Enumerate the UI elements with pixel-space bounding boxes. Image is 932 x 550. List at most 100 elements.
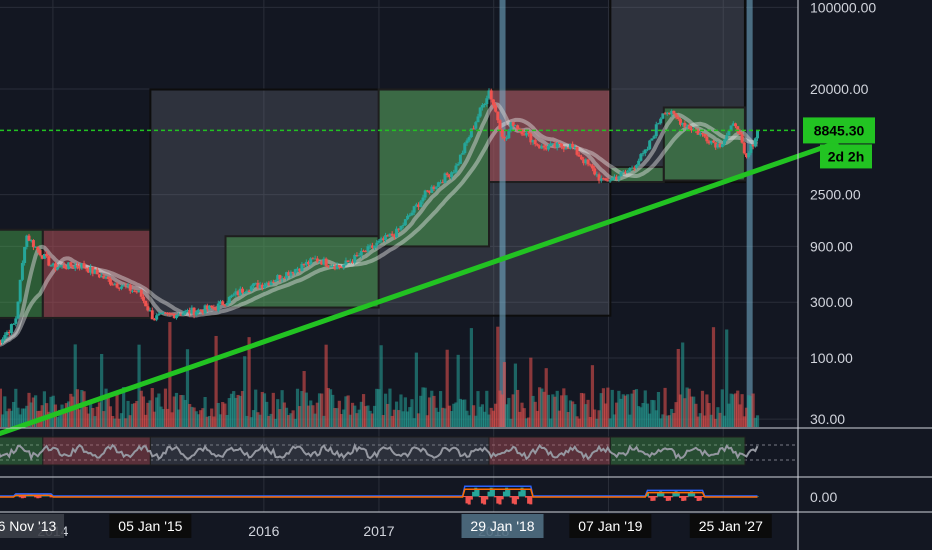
candle-body: [155, 315, 159, 320]
candle-body: [670, 110, 674, 115]
candle-body: [511, 122, 515, 126]
candle-body: [423, 190, 427, 198]
volume-bar: [401, 411, 405, 427]
candle-body: [126, 284, 130, 287]
candle-body: [696, 130, 700, 135]
candle-body: [727, 130, 731, 136]
candle-body: [287, 272, 291, 276]
volume-bar: [282, 402, 286, 427]
volume-bar: [412, 418, 416, 427]
volume-bar: [95, 406, 99, 427]
candle-body: [245, 290, 249, 293]
candle-body: [491, 99, 495, 106]
date-marker-label: 29 Jan '18: [470, 518, 534, 534]
volume-bar: [188, 403, 192, 427]
candle-body: [740, 134, 744, 143]
volume-bar: [337, 400, 341, 427]
trendline[interactable]: [0, 139, 839, 437]
volume-bar: [729, 393, 733, 427]
candle-body: [568, 143, 572, 149]
candle-body: [551, 143, 555, 145]
volume-bar: [456, 354, 460, 427]
date-marker-label: 07 Jan '19: [578, 518, 642, 534]
macd-histogram-bar: [652, 496, 656, 501]
volume-bar: [397, 410, 401, 427]
candle-body: [617, 176, 621, 180]
volume-bar: [159, 406, 163, 427]
volume-bar: [366, 405, 370, 427]
volume-bar: [29, 402, 33, 427]
volume-bar: [590, 365, 595, 427]
volume-bar: [302, 371, 306, 427]
volume-bar: [104, 388, 108, 427]
volume-bar: [106, 395, 110, 427]
volume-bar: [23, 408, 27, 427]
x-tick-label: 2017: [363, 523, 394, 539]
candle-body: [181, 313, 185, 316]
volume-bar: [399, 394, 403, 427]
volume-bar: [18, 414, 22, 427]
candle-body: [432, 186, 436, 189]
candle-body: [709, 140, 713, 144]
volume-bar: [335, 408, 339, 427]
volume-bar: [185, 349, 190, 427]
volume-bar: [124, 418, 128, 427]
volume-bar: [199, 410, 203, 427]
candle-body: [111, 284, 115, 286]
candle-body: [340, 267, 344, 269]
support-trendline: [0, 139, 839, 437]
candle-body: [337, 265, 341, 268]
candle-body: [665, 112, 669, 114]
volume-bar: [408, 407, 412, 427]
volume-bar: [311, 405, 315, 427]
volume-bar: [654, 410, 658, 427]
candle-body: [377, 240, 381, 243]
volume-bar: [597, 410, 601, 427]
candle-body: [683, 122, 687, 128]
candle-body: [458, 154, 462, 164]
candle-body: [223, 304, 227, 306]
candle-body: [436, 182, 440, 187]
candle-body: [700, 133, 704, 135]
volume-bar: [744, 407, 749, 427]
volume-bar: [458, 398, 462, 427]
volume-bar: [284, 407, 289, 427]
candle-body: [298, 268, 302, 272]
candle-body: [621, 171, 625, 173]
candle-body: [18, 279, 22, 302]
candle-body: [582, 159, 586, 164]
volume-bar: [637, 406, 641, 427]
candle-body: [102, 275, 106, 279]
candle-body: [333, 266, 337, 270]
volume-bar: [113, 418, 117, 427]
volume-bar: [289, 413, 293, 427]
price-tag: [803, 117, 875, 144]
volume-bar: [71, 396, 75, 427]
volume-bar: [700, 390, 705, 427]
volume-bar: [661, 414, 665, 427]
volume-bar: [177, 409, 181, 427]
volume-bars: [0, 322, 760, 427]
candle-body: [577, 154, 581, 157]
volume-bar: [381, 415, 385, 427]
candle-body: [40, 255, 44, 259]
volume-bar: [645, 403, 650, 427]
candle-body: [546, 146, 550, 150]
volume-bar: [388, 388, 392, 427]
candle-body: [73, 265, 77, 269]
volume-bar: [560, 395, 564, 427]
candle-body: [58, 266, 62, 268]
candle-body: [95, 269, 99, 275]
volume-bar: [304, 392, 308, 427]
candle-body: [128, 284, 132, 291]
ma-long: [0, 117, 758, 347]
candle-body: [469, 128, 473, 138]
volume-bar: [192, 407, 196, 427]
volume-bar: [505, 404, 509, 427]
macd-histogram-bar: [469, 496, 473, 500]
candle-body: [267, 282, 271, 286]
candle-body: [659, 118, 663, 124]
volume-bar: [634, 389, 639, 427]
macd-histogram-bar: [502, 491, 506, 497]
